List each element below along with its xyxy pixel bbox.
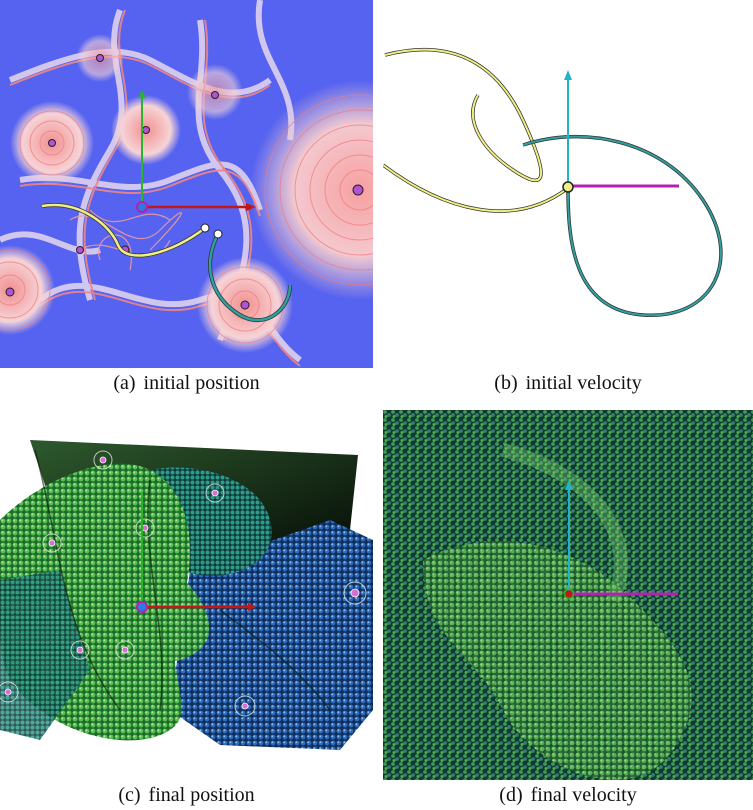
caption-a-label: (a) bbox=[113, 372, 136, 394]
final-position-render bbox=[0, 410, 373, 780]
caption-c-text: final position bbox=[148, 784, 255, 806]
caption-b-text: initial velocity bbox=[525, 372, 642, 394]
point-marker bbox=[48, 139, 56, 147]
panel-b-initial-velocity bbox=[383, 0, 753, 368]
caption-c: (c) final position bbox=[0, 784, 373, 807]
teal-trajectory bbox=[208, 233, 292, 322]
final-position-points bbox=[4, 456, 360, 710]
blue-particle-sheet bbox=[170, 520, 373, 750]
axis-origin bbox=[136, 601, 148, 613]
axis-origin bbox=[563, 588, 575, 600]
dense-green-core bbox=[423, 541, 692, 780]
panel-d-final-velocity bbox=[383, 410, 753, 780]
point-marker bbox=[5, 287, 15, 297]
source-points bbox=[5, 54, 364, 310]
cyan-axis-arrow bbox=[564, 70, 572, 80]
caption-b-label: (b) bbox=[494, 372, 518, 394]
caption-b: (b) initial velocity bbox=[383, 372, 753, 395]
velocity-origin-point bbox=[562, 181, 574, 193]
yellow-trajectory bbox=[41, 203, 206, 257]
point-marker bbox=[76, 246, 84, 254]
point-marker bbox=[96, 54, 104, 62]
caption-d: (d) final velocity bbox=[383, 784, 753, 807]
trajectory-end-point bbox=[213, 229, 223, 239]
yellow-velocity-curve bbox=[383, 48, 569, 213]
trajectory-end-point bbox=[200, 223, 210, 233]
x-axis-arrow bbox=[246, 203, 256, 211]
caption-d-text: final velocity bbox=[530, 784, 637, 806]
point-marker bbox=[142, 126, 150, 134]
point-marker bbox=[352, 184, 364, 196]
panel-c-final-position bbox=[0, 410, 373, 780]
caption-c-label: (c) bbox=[118, 784, 141, 806]
final-velocity-render bbox=[383, 410, 753, 780]
axis-origin bbox=[136, 201, 148, 213]
caption-d-label: (d) bbox=[499, 784, 523, 806]
caption-a: (a) initial position bbox=[0, 372, 373, 395]
y-axis-arrow bbox=[138, 90, 146, 98]
initial-velocity-plot bbox=[383, 0, 753, 368]
point-marker bbox=[211, 91, 219, 99]
large-well bbox=[250, 80, 373, 300]
teal-velocity-curve bbox=[522, 135, 722, 317]
panel-a-initial-position bbox=[0, 0, 373, 368]
initial-position-plot bbox=[0, 0, 373, 368]
point-marker bbox=[240, 300, 250, 310]
caption-a-text: initial position bbox=[143, 372, 260, 394]
